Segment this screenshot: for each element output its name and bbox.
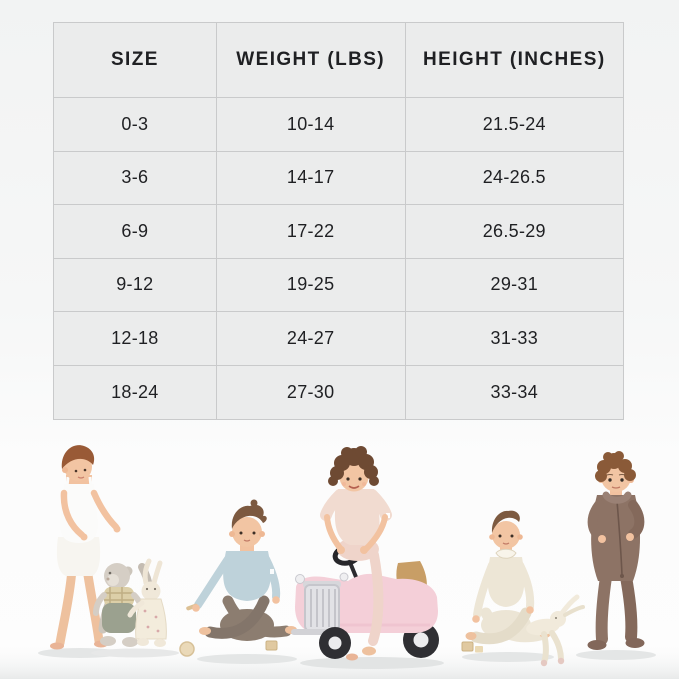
baby-sitting-blue [186, 499, 297, 664]
baby-standing-brown-pajamas [576, 451, 656, 660]
wooden-block [461, 641, 474, 652]
row-4-weight: 24-27 [216, 312, 406, 366]
curly-hair [595, 451, 636, 482]
row-2-height: 26.5-29 [405, 205, 623, 259]
row-1-weight: 14-17 [216, 151, 406, 205]
row-3-weight: 19-25 [216, 258, 406, 312]
ride-on-car [291, 544, 439, 659]
wooden-block [475, 646, 483, 653]
column-header-height: HEIGHT (INCHES) [405, 23, 623, 98]
row-3-size: 9-12 [54, 258, 217, 312]
row-1-size: 3-6 [54, 151, 217, 205]
collar [602, 491, 632, 504]
column-header-size: SIZE [54, 23, 217, 98]
baby-sitting-cream [461, 510, 585, 667]
row-4-height: 31-33 [405, 312, 623, 366]
row-5-size: 18-24 [54, 365, 217, 419]
curly-hair [328, 446, 379, 486]
column-header-weight: WEIGHT (LBS) [216, 23, 406, 98]
row-0-height: 21.5-24 [405, 98, 623, 152]
sleeve-tag [386, 513, 390, 518]
row-5-height: 33-34 [490, 381, 539, 402]
wooden-disc-toy [179, 641, 195, 657]
plush-bunnies [91, 558, 195, 658]
row-1-height: 24-26.5 [405, 152, 623, 205]
row-2-weight: 17-22 [216, 205, 406, 259]
baby-standing-white [38, 445, 122, 658]
wooden-block [265, 640, 278, 651]
babies-photo [0, 429, 679, 679]
size-chart-table: SIZE WEIGHT (LBS) HEIGHT (INCHES) 0-3 10… [53, 22, 624, 420]
zipper [616, 500, 623, 576]
plush-bunny-on-lap [526, 594, 585, 667]
row-0-weight: 10-14 [216, 98, 406, 152]
row-4-size: 12-18 [54, 312, 217, 366]
row-5-weight: 27-30 [217, 365, 406, 419]
row-0-size: 0-3 [54, 98, 217, 152]
babies-photo-illustration [0, 445, 679, 679]
row-2-size: 6-9 [54, 205, 217, 259]
row-3-height: 29-31 [405, 259, 623, 312]
sleeve-tag [270, 569, 274, 574]
girl-on-ride-on-car [291, 446, 444, 669]
